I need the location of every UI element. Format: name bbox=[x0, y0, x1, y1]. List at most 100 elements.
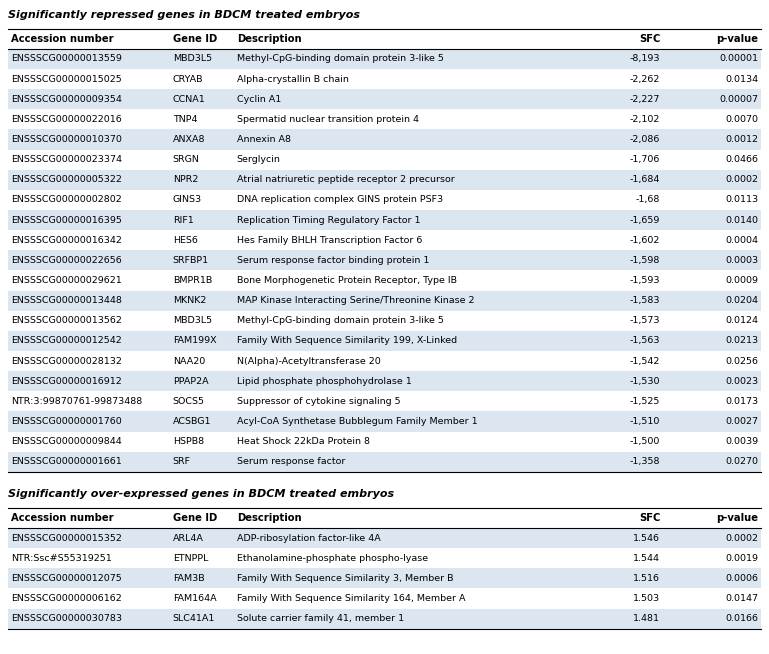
Text: DNA replication complex GINS protein PSF3: DNA replication complex GINS protein PSF… bbox=[237, 196, 443, 205]
Text: Serum response factor binding protein 1: Serum response factor binding protein 1 bbox=[237, 256, 429, 265]
Text: 0.0019: 0.0019 bbox=[725, 554, 758, 563]
Text: 0.0003: 0.0003 bbox=[725, 256, 758, 265]
Text: MKNK2: MKNK2 bbox=[173, 296, 206, 305]
Text: Serglycin: Serglycin bbox=[237, 155, 281, 164]
Text: Gene ID: Gene ID bbox=[173, 34, 217, 44]
Bar bbox=[8, 190, 761, 210]
Text: 0.0173: 0.0173 bbox=[725, 397, 758, 406]
Text: HES6: HES6 bbox=[173, 235, 198, 245]
Text: PPAP2A: PPAP2A bbox=[173, 377, 208, 386]
Text: -1,684: -1,684 bbox=[630, 175, 661, 184]
Text: Acyl-CoA Synthetase Bubblegum Family Member 1: Acyl-CoA Synthetase Bubblegum Family Mem… bbox=[237, 417, 478, 426]
Bar bbox=[8, 371, 761, 391]
Text: 0.0204: 0.0204 bbox=[725, 296, 758, 305]
Text: CCNA1: CCNA1 bbox=[173, 95, 205, 104]
Bar bbox=[8, 589, 761, 609]
Bar bbox=[8, 129, 761, 150]
Text: ENSSSCG00000001760: ENSSSCG00000001760 bbox=[11, 417, 122, 426]
Text: 0.0270: 0.0270 bbox=[725, 457, 758, 466]
Text: ADP-ribosylation factor-like 4A: ADP-ribosylation factor-like 4A bbox=[237, 534, 381, 543]
Text: 0.0140: 0.0140 bbox=[725, 216, 758, 224]
Bar bbox=[8, 230, 761, 250]
Text: Bone Morphogenetic Protein Receptor, Type IB: Bone Morphogenetic Protein Receptor, Typ… bbox=[237, 276, 457, 285]
Text: -1,510: -1,510 bbox=[630, 417, 661, 426]
Bar bbox=[8, 432, 761, 452]
Text: ENSSSCG00000022656: ENSSSCG00000022656 bbox=[11, 256, 122, 265]
Text: 0.0004: 0.0004 bbox=[725, 235, 758, 245]
Text: -1,68: -1,68 bbox=[636, 196, 661, 205]
Bar bbox=[8, 109, 761, 129]
Bar bbox=[8, 29, 761, 49]
Text: 0.0002: 0.0002 bbox=[725, 534, 758, 543]
Text: ENSSSCG00000016912: ENSSSCG00000016912 bbox=[11, 377, 122, 386]
Text: Serum response factor: Serum response factor bbox=[237, 457, 345, 466]
Text: ENSSSCG00000012075: ENSSSCG00000012075 bbox=[11, 574, 122, 583]
Bar bbox=[8, 391, 761, 411]
Text: -1,500: -1,500 bbox=[630, 437, 661, 446]
Text: 0.0124: 0.0124 bbox=[725, 317, 758, 325]
Bar bbox=[8, 170, 761, 190]
Text: MBD3L5: MBD3L5 bbox=[173, 54, 212, 63]
Text: SFC: SFC bbox=[639, 513, 661, 523]
Text: -2,227: -2,227 bbox=[630, 95, 661, 104]
Text: Significantly repressed genes in BDCM treated embryos: Significantly repressed genes in BDCM tr… bbox=[8, 10, 360, 20]
Text: Accession number: Accession number bbox=[11, 513, 113, 523]
Text: 1.481: 1.481 bbox=[633, 614, 661, 623]
Text: -1,706: -1,706 bbox=[630, 155, 661, 164]
Text: SRFBP1: SRFBP1 bbox=[173, 256, 209, 265]
Text: p-value: p-value bbox=[716, 34, 758, 44]
Text: 0.0213: 0.0213 bbox=[725, 336, 758, 345]
Text: -1,563: -1,563 bbox=[630, 336, 661, 345]
Text: -1,593: -1,593 bbox=[630, 276, 661, 285]
Bar bbox=[8, 568, 761, 589]
Text: RIF1: RIF1 bbox=[173, 216, 194, 224]
Text: 1.503: 1.503 bbox=[633, 594, 661, 603]
Text: ENSSSCG00000006162: ENSSSCG00000006162 bbox=[11, 594, 122, 603]
Text: -2,102: -2,102 bbox=[630, 115, 661, 124]
Text: 0.0466: 0.0466 bbox=[725, 155, 758, 164]
Text: ENSSSCG00000015025: ENSSSCG00000015025 bbox=[11, 75, 122, 84]
Text: SRF: SRF bbox=[173, 457, 191, 466]
Text: 0.00007: 0.00007 bbox=[719, 95, 758, 104]
Bar bbox=[8, 250, 761, 270]
Text: 0.0012: 0.0012 bbox=[725, 135, 758, 144]
Bar bbox=[8, 331, 761, 351]
Text: -1,598: -1,598 bbox=[630, 256, 661, 265]
Text: SLC41A1: SLC41A1 bbox=[173, 614, 215, 623]
Bar bbox=[8, 49, 761, 69]
Text: Gene ID: Gene ID bbox=[173, 513, 217, 523]
Bar bbox=[8, 311, 761, 331]
Text: Alpha-crystallin B chain: Alpha-crystallin B chain bbox=[237, 75, 348, 84]
Bar bbox=[8, 351, 761, 371]
Bar bbox=[8, 290, 761, 311]
Text: ENSSSCG00000030783: ENSSSCG00000030783 bbox=[11, 614, 122, 623]
Bar bbox=[8, 210, 761, 230]
Text: Description: Description bbox=[237, 34, 301, 44]
Text: -1,573: -1,573 bbox=[630, 317, 661, 325]
Text: -1,525: -1,525 bbox=[630, 397, 661, 406]
Text: ENSSSCG00000001661: ENSSSCG00000001661 bbox=[11, 457, 122, 466]
Text: -1,659: -1,659 bbox=[630, 216, 661, 224]
Text: 0.0006: 0.0006 bbox=[725, 574, 758, 583]
Text: Lipid phosphate phosphohydrolase 1: Lipid phosphate phosphohydrolase 1 bbox=[237, 377, 411, 386]
Text: Solute carrier family 41, member 1: Solute carrier family 41, member 1 bbox=[237, 614, 404, 623]
Text: Accession number: Accession number bbox=[11, 34, 113, 44]
Text: -2,086: -2,086 bbox=[630, 135, 661, 144]
Text: ENSSSCG00000022016: ENSSSCG00000022016 bbox=[11, 115, 122, 124]
Text: MBD3L5: MBD3L5 bbox=[173, 317, 212, 325]
Text: 0.0113: 0.0113 bbox=[725, 196, 758, 205]
Text: -8,193: -8,193 bbox=[630, 54, 661, 63]
Text: 0.0147: 0.0147 bbox=[725, 594, 758, 603]
Text: 0.0009: 0.0009 bbox=[725, 276, 758, 285]
Text: Atrial natriuretic peptide receptor 2 precursor: Atrial natriuretic peptide receptor 2 pr… bbox=[237, 175, 454, 184]
Text: ENSSSCG00000016395: ENSSSCG00000016395 bbox=[11, 216, 122, 224]
Text: Cyclin A1: Cyclin A1 bbox=[237, 95, 281, 104]
Text: 0.0134: 0.0134 bbox=[725, 75, 758, 84]
Text: ACSBG1: ACSBG1 bbox=[173, 417, 211, 426]
Bar bbox=[8, 528, 761, 548]
Text: ENSSSCG00000002802: ENSSSCG00000002802 bbox=[11, 196, 122, 205]
Text: ENSSSCG00000013562: ENSSSCG00000013562 bbox=[11, 317, 122, 325]
Text: Methyl-CpG-binding domain protein 3-like 5: Methyl-CpG-binding domain protein 3-like… bbox=[237, 317, 444, 325]
Text: ARL4A: ARL4A bbox=[173, 534, 204, 543]
Text: 1.546: 1.546 bbox=[633, 534, 661, 543]
